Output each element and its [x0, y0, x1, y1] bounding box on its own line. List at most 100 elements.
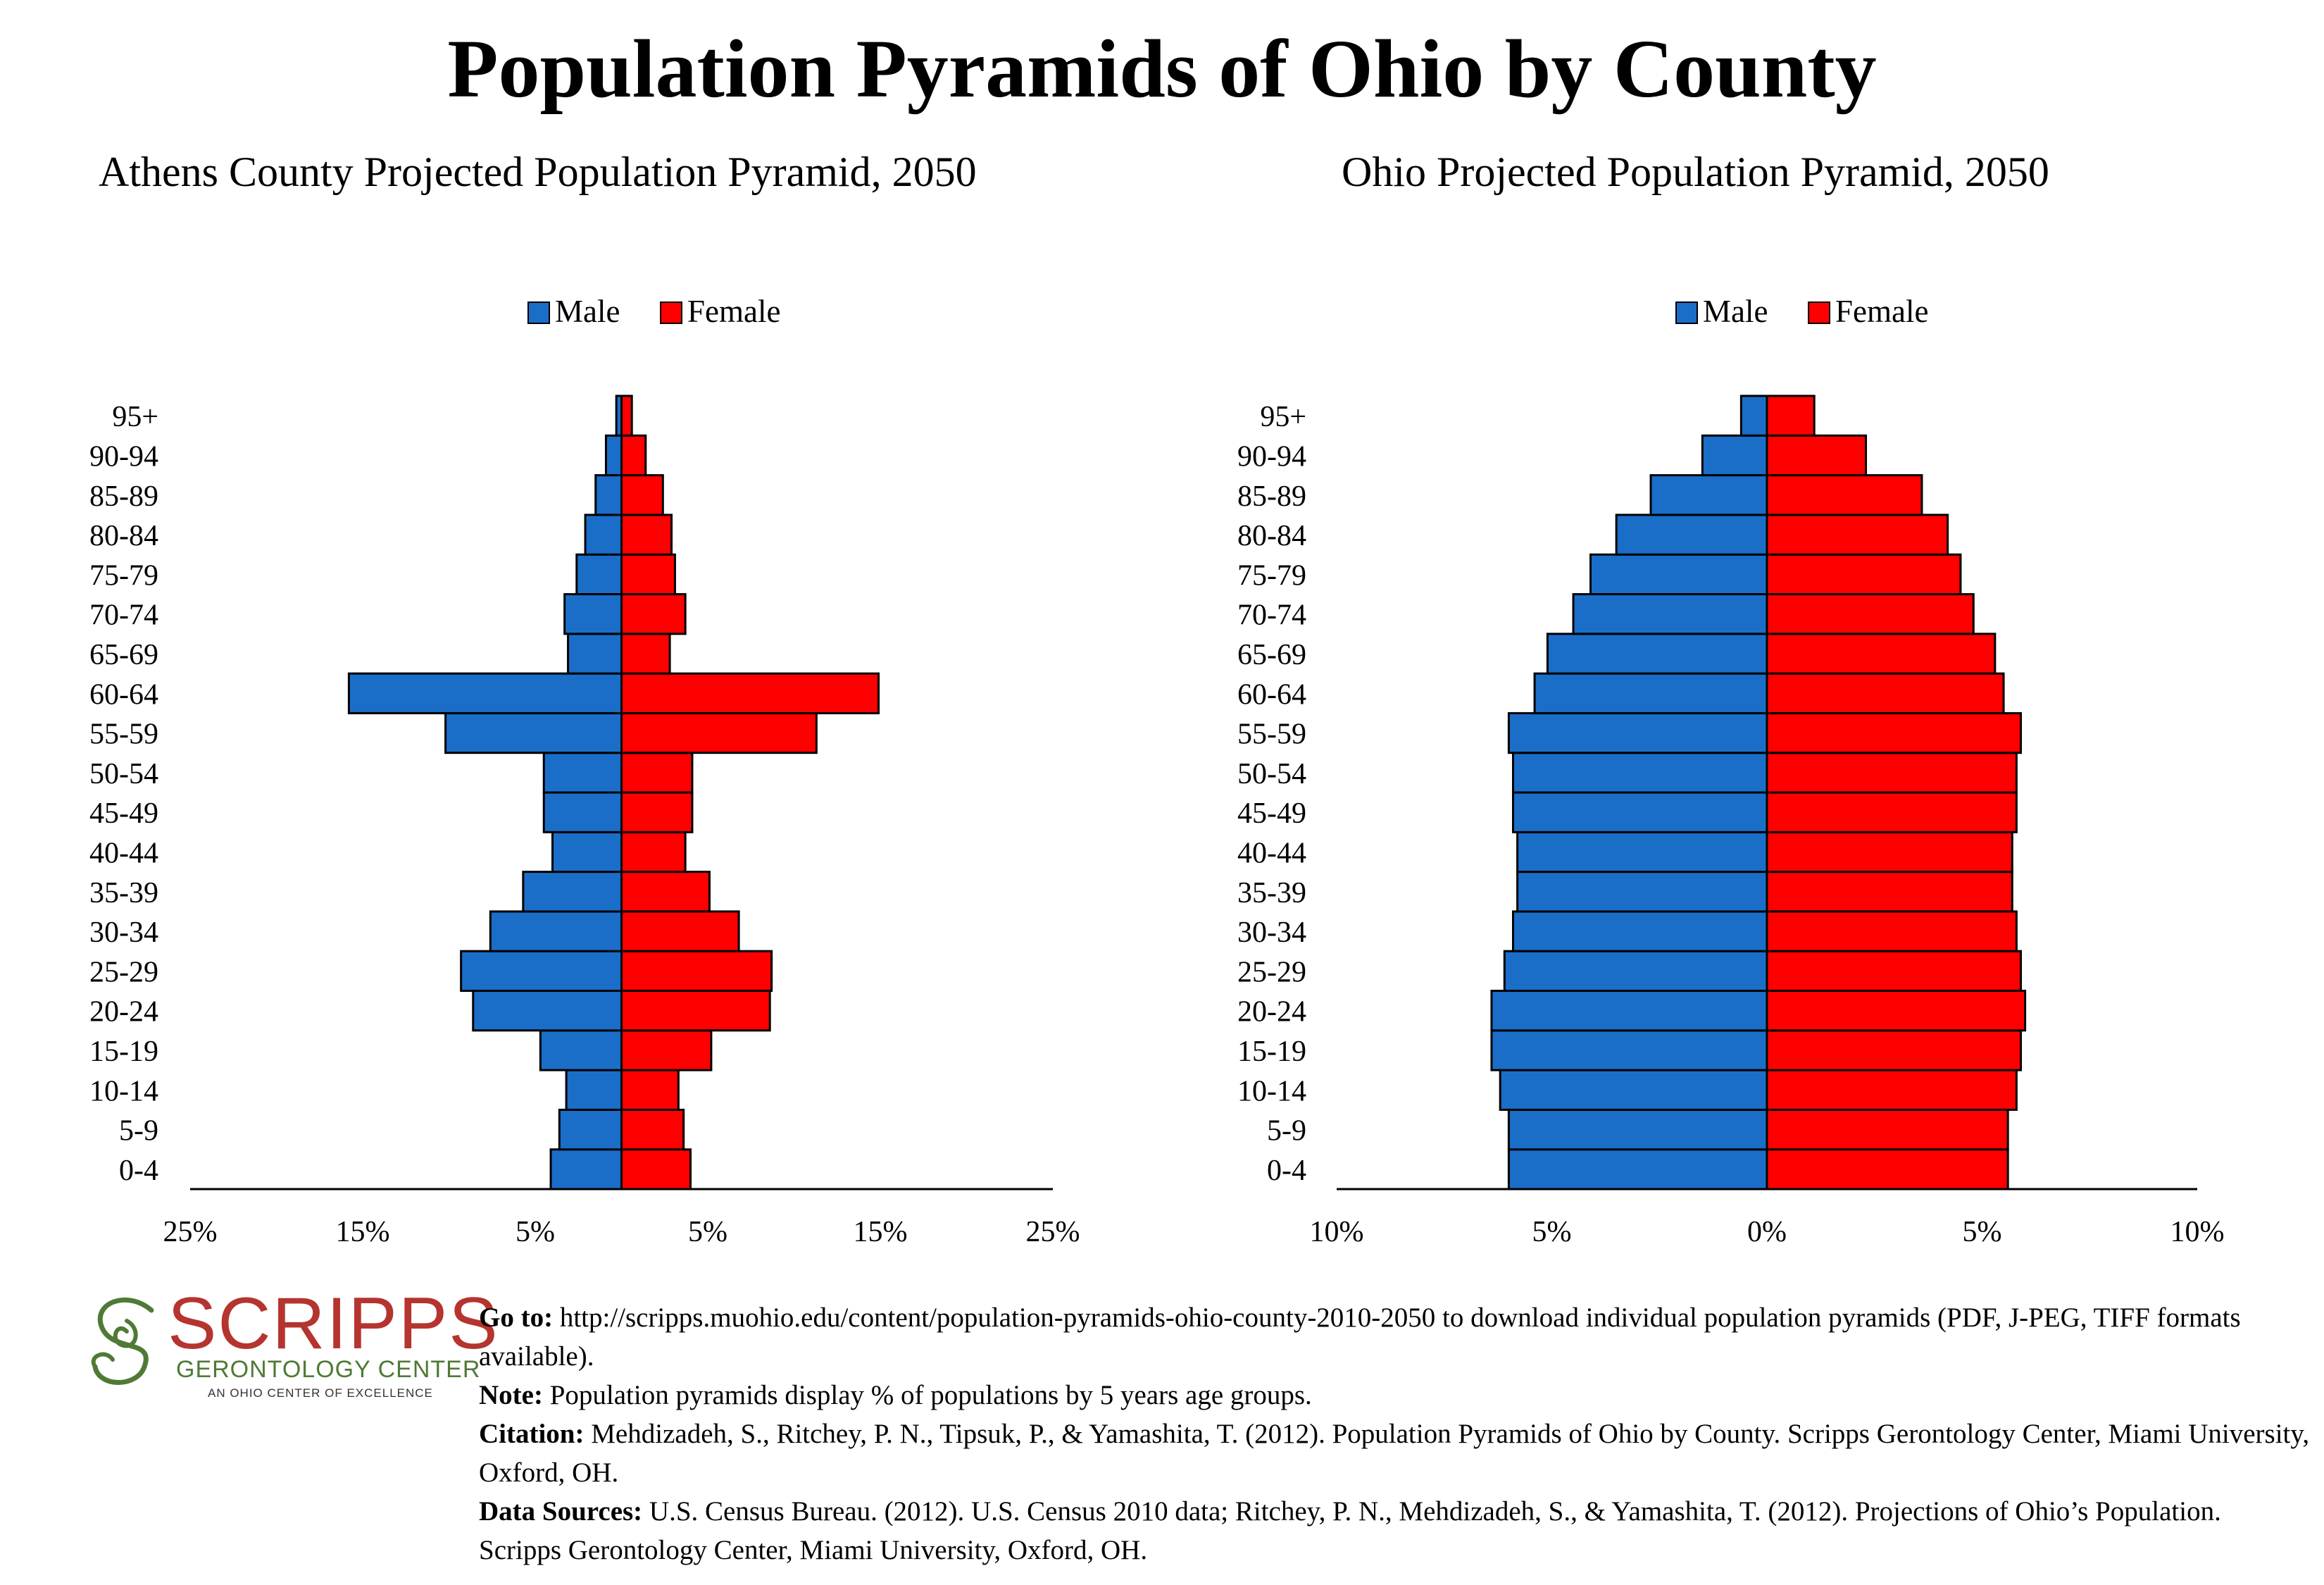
athens-age-label: 85-89 — [89, 480, 158, 513]
athens-male-bar — [551, 831, 623, 874]
ohio-female-bar — [1766, 672, 2005, 714]
athens-female-bar — [620, 950, 773, 992]
ohio-female-bar — [1766, 871, 2013, 913]
ohio-age-label: 25-29 — [1237, 956, 1306, 988]
page-title: Population Pyramids of Ohio by County — [447, 23, 1877, 115]
athens-age-label: 95+ — [112, 401, 158, 433]
athens-female-bar — [620, 593, 687, 635]
ohio-age-label: 95+ — [1260, 401, 1306, 433]
athens-male-bar — [567, 633, 623, 675]
athens-age-label: 5-9 — [119, 1115, 158, 1148]
athens-male-bar — [594, 474, 623, 516]
athens-age-label: 15-19 — [89, 1036, 158, 1068]
ohio-chart-title: Ohio Projected Population Pyramid, 2050 — [1342, 149, 2049, 195]
ohio-age-label: 75-79 — [1237, 559, 1306, 592]
ohio-age-label: 85-89 — [1237, 480, 1306, 513]
athens-female-bar — [620, 791, 694, 833]
ohio-male-bar — [1739, 394, 1768, 437]
athens-male-bar — [347, 672, 623, 714]
ohio-age-label: 30-34 — [1237, 916, 1306, 949]
footnotes: Go to: http://scripps.muohio.edu/content… — [479, 1298, 2310, 1570]
ohio-age-label: 45-49 — [1237, 797, 1306, 830]
ohio-female-bar — [1766, 514, 1949, 556]
athens-male-bar — [489, 910, 623, 952]
ohio-female-bar — [1766, 633, 1997, 675]
ohio-female-bar — [1766, 711, 2022, 754]
pyramid-charts: 0-4 5-9 10-14 15-19 20-24 25-29 30-34 35-39 40-4… — [89, 294, 2225, 1248]
ohio-x-tick-label: 5% — [1532, 1216, 1572, 1248]
athens-age-label: 60-64 — [89, 678, 158, 711]
athens-female-bar — [620, 871, 711, 913]
athens-male-bar — [444, 711, 623, 754]
ohio-male-bar — [1589, 553, 1768, 596]
athens-x-tick-label: 25% — [163, 1216, 218, 1248]
athens-chart-title: Athens County Projected Population Pyram… — [99, 149, 977, 195]
athens-age-label: 55-59 — [89, 719, 158, 751]
ohio-female-bar — [1766, 1069, 2018, 1111]
ohio-male-bar — [1512, 910, 1768, 952]
ohio-age-label: 80-84 — [1237, 520, 1306, 552]
athens-male-bar — [604, 434, 623, 477]
logo-tagline: AN OHIO CENTER OF EXCELLENCE — [208, 1386, 433, 1400]
data-sources-note: Data Sources: U.S. Census Bureau. (2012)… — [479, 1496, 2221, 1565]
ohio-male-bar — [1490, 990, 1768, 1032]
ohio-age-label: 5-9 — [1267, 1115, 1306, 1148]
athens-age-label: 35-39 — [89, 877, 158, 909]
ohio-age-label: 50-54 — [1237, 758, 1306, 790]
ohio-age-label: 40-44 — [1237, 837, 1306, 869]
ohio-female-bar — [1766, 1108, 2009, 1151]
athens-age-label: 25-29 — [89, 956, 158, 988]
athens-male-bar — [558, 1108, 623, 1151]
athens-age-label: 75-79 — [89, 559, 158, 592]
athens-age-label: 80-84 — [89, 520, 158, 552]
ohio-female-bar — [1766, 553, 1962, 596]
ohio-legend-male-swatch — [1675, 302, 1698, 324]
ohio-age-label: 55-59 — [1237, 719, 1306, 751]
athens-female-bar — [620, 910, 740, 952]
athens-legend-female-swatch — [660, 302, 682, 324]
ohio-male-bar — [1512, 791, 1768, 833]
note-line: Note: Population pyramids display % of p… — [479, 1380, 1312, 1410]
scripps-logo: SCRIPPS GERONTOLOGY CENTER AN OHIO CENTE… — [85, 1283, 498, 1402]
ohio-legend-female-swatch — [1808, 302, 1830, 324]
athens-male-bar — [542, 752, 623, 794]
athens-male-bar — [522, 871, 623, 913]
ohio-male-bar — [1701, 434, 1768, 477]
ohio-male-bar — [1499, 1069, 1768, 1111]
ohio-male-bar — [1507, 1108, 1768, 1151]
ohio-female-bar — [1766, 593, 1975, 635]
athens-female-bar — [620, 633, 671, 675]
ohio-male-bar — [1507, 1148, 1768, 1191]
athens-female-bar — [620, 831, 687, 874]
ohio-x-tick-label: 5% — [1963, 1216, 2002, 1248]
athens-female-bar — [620, 1029, 713, 1071]
logo-subtitle: GERONTOLOGY CENTER — [176, 1356, 481, 1383]
ohio-age-label: 65-69 — [1237, 639, 1306, 671]
ohio-x-tick-label: 10% — [2170, 1216, 2225, 1248]
athens-female-bar — [620, 434, 647, 477]
goto-note: Go to: http://scripps.muohio.edu/content… — [479, 1303, 2241, 1372]
ohio-female-bar — [1766, 434, 1868, 477]
ohio-female-bar — [1766, 1148, 2009, 1191]
athens-male-bar — [539, 1029, 623, 1071]
ohio-female-bar — [1766, 990, 2027, 1032]
athens-female-bar — [620, 553, 676, 596]
athens-legend-female-label: Female — [687, 294, 780, 329]
athens-age-label: 40-44 — [89, 837, 158, 869]
athens-age-label: 30-34 — [89, 916, 158, 949]
ohio-legend-male-label: Male — [1703, 294, 1768, 329]
ohio-female-bar — [1766, 474, 1923, 516]
athens-age-label: 90-94 — [89, 440, 158, 473]
ohio-age-label: 35-39 — [1237, 877, 1306, 909]
ohio-age-label: 20-24 — [1237, 996, 1306, 1028]
ohio-female-bar — [1766, 394, 1816, 437]
ohio-male-bar — [1533, 672, 1768, 714]
athens-female-bar — [620, 514, 673, 556]
athens-female-bar — [620, 672, 880, 714]
ohio-male-bar — [1490, 1029, 1768, 1071]
athens-male-bar — [575, 553, 623, 596]
athens-male-bar — [549, 1148, 623, 1191]
athens-age-label: 50-54 — [89, 758, 158, 790]
athens-male-bar — [542, 791, 623, 833]
ohio-male-bar — [1503, 950, 1768, 992]
